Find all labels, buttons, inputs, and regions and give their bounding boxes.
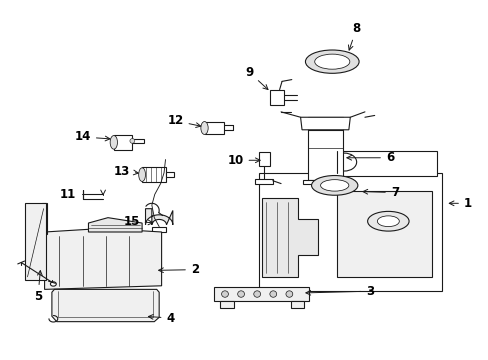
Polygon shape <box>44 228 161 289</box>
Text: 8: 8 <box>348 22 360 50</box>
Text: 1: 1 <box>448 197 471 210</box>
Text: 12: 12 <box>167 114 200 127</box>
Text: 6: 6 <box>346 151 393 164</box>
Polygon shape <box>52 289 159 321</box>
Text: 7: 7 <box>362 186 398 199</box>
Polygon shape <box>214 287 309 301</box>
Ellipse shape <box>110 135 117 149</box>
Polygon shape <box>42 203 47 234</box>
Text: 11: 11 <box>60 188 105 201</box>
Circle shape <box>331 153 356 171</box>
Polygon shape <box>220 301 233 308</box>
Polygon shape <box>259 173 441 291</box>
Text: 2: 2 <box>158 263 199 276</box>
Ellipse shape <box>305 50 358 73</box>
Ellipse shape <box>130 139 135 143</box>
Polygon shape <box>327 151 436 176</box>
Text: 13: 13 <box>113 165 138 177</box>
Polygon shape <box>25 203 45 280</box>
Polygon shape <box>307 117 342 180</box>
Ellipse shape <box>377 216 399 226</box>
Text: 9: 9 <box>245 66 267 90</box>
Polygon shape <box>269 90 283 105</box>
Polygon shape <box>300 117 349 130</box>
Polygon shape <box>255 179 272 184</box>
Polygon shape <box>88 218 142 232</box>
Ellipse shape <box>314 54 349 69</box>
Polygon shape <box>303 180 347 184</box>
Polygon shape <box>145 209 172 225</box>
Polygon shape <box>259 152 269 166</box>
Ellipse shape <box>139 168 145 181</box>
Ellipse shape <box>221 291 228 297</box>
Text: 4: 4 <box>148 311 174 325</box>
Polygon shape <box>290 301 303 308</box>
Ellipse shape <box>201 122 208 134</box>
Text: 15: 15 <box>123 215 153 228</box>
Ellipse shape <box>253 291 260 297</box>
Ellipse shape <box>269 291 276 297</box>
Polygon shape <box>132 139 144 143</box>
Polygon shape <box>261 198 317 277</box>
Polygon shape <box>142 167 165 182</box>
Polygon shape <box>336 191 431 277</box>
Ellipse shape <box>237 291 244 297</box>
Text: 5: 5 <box>34 271 42 303</box>
Ellipse shape <box>285 291 292 297</box>
Polygon shape <box>114 135 132 149</box>
Ellipse shape <box>320 180 348 191</box>
Ellipse shape <box>311 176 357 195</box>
Polygon shape <box>165 172 173 177</box>
Ellipse shape <box>367 211 408 231</box>
Polygon shape <box>204 122 224 134</box>
Polygon shape <box>152 227 166 232</box>
Circle shape <box>50 282 56 286</box>
Text: 3: 3 <box>305 285 374 298</box>
Text: 14: 14 <box>74 130 110 144</box>
Text: 10: 10 <box>227 154 260 167</box>
